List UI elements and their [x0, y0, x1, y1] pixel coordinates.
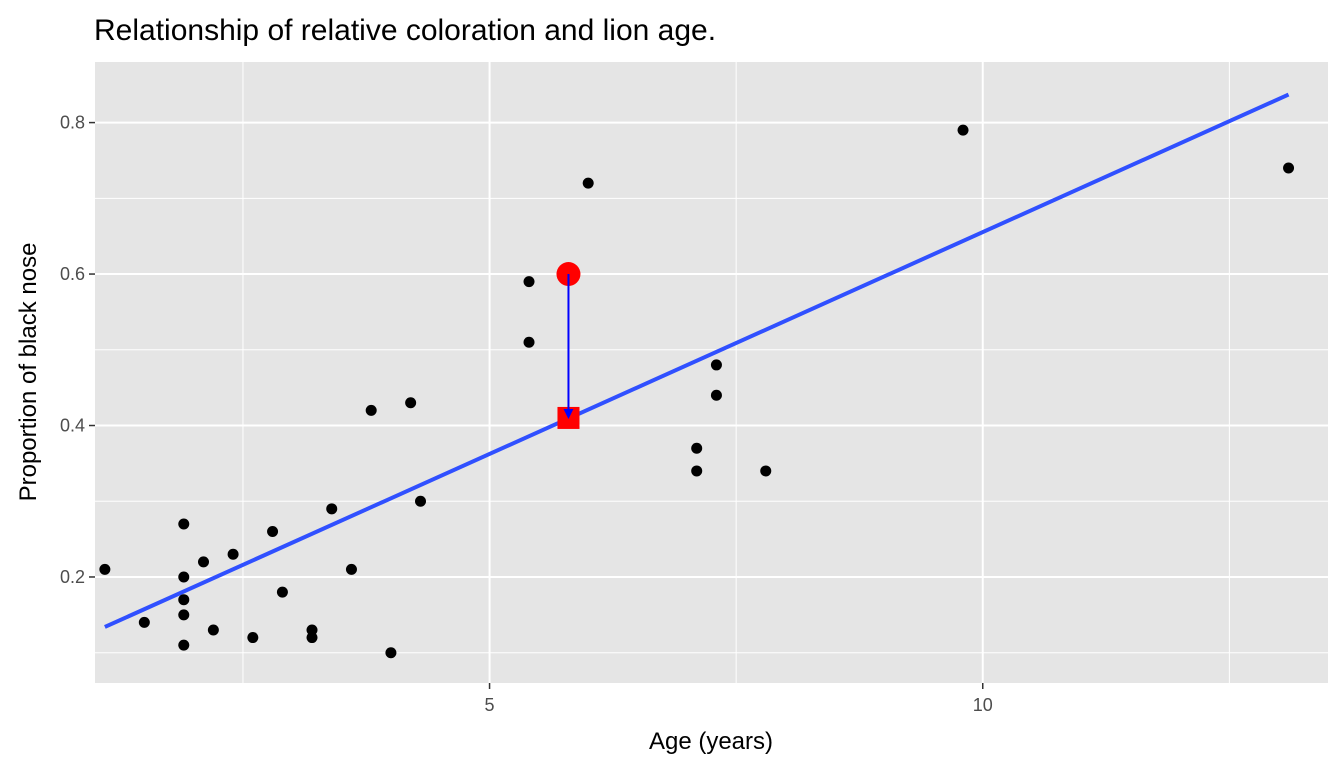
data-point — [178, 609, 190, 621]
data-point — [1283, 162, 1295, 174]
data-point — [207, 624, 219, 636]
data-point — [276, 586, 288, 598]
data-point — [178, 639, 190, 651]
minor-grid — [95, 62, 1328, 683]
data-point — [691, 442, 703, 454]
data-point — [227, 548, 239, 560]
y-tick-label: 0.2 — [60, 567, 85, 587]
data-point — [582, 177, 594, 189]
data-point — [247, 632, 259, 644]
y-axis-ticks: 0.2 0.4 0.6 0.8 — [60, 113, 95, 587]
major-grid — [95, 62, 1328, 683]
data-point — [523, 276, 535, 288]
plot-panel — [95, 62, 1328, 683]
data-point — [326, 503, 338, 515]
data-point — [710, 359, 722, 371]
data-point — [345, 563, 357, 575]
data-point — [365, 404, 377, 416]
y-tick-label: 0.6 — [60, 264, 85, 284]
data-point — [957, 124, 969, 136]
data-point — [178, 571, 190, 583]
y-tick-label: 0.4 — [60, 416, 85, 436]
data-point — [760, 465, 772, 477]
data-point — [710, 389, 722, 401]
x-axis-ticks: 5 10 — [485, 683, 993, 715]
y-tick-label: 0.8 — [60, 113, 85, 133]
data-point — [415, 495, 427, 507]
data-point — [306, 624, 318, 636]
data-point — [138, 616, 150, 628]
data-point — [267, 526, 279, 538]
data-points — [99, 124, 1295, 659]
data-point — [178, 594, 190, 606]
y-axis-title: Proportion of black nose — [15, 243, 42, 502]
data-point — [178, 518, 190, 530]
data-point — [385, 647, 397, 659]
data-point — [198, 556, 210, 568]
data-point — [405, 397, 417, 409]
data-point — [306, 632, 318, 644]
data-point — [691, 465, 703, 477]
data-point — [523, 336, 535, 348]
x-tick-label: 5 — [485, 695, 495, 715]
x-tick-label: 10 — [973, 695, 993, 715]
data-point — [99, 563, 111, 575]
chart-title: Relationship of relative coloration and … — [94, 14, 716, 47]
x-axis-title: Age (years) — [649, 728, 773, 755]
regression-line — [104, 92, 1290, 629]
